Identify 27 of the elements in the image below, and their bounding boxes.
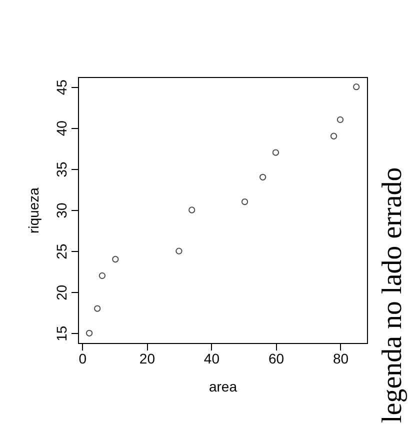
point [176, 248, 182, 254]
y-tick-label: 45 [54, 79, 70, 96]
y-tick-label: 30 [54, 202, 70, 218]
x-tick-label: 20 [139, 350, 156, 366]
text: legenda no lado errado [377, 167, 408, 424]
y-tick-label: 15 [54, 326, 70, 342]
y-tick-label: 20 [54, 284, 70, 300]
point [336, 116, 344, 124]
point [112, 256, 119, 263]
x-axis-title: area [208, 378, 238, 394]
point [353, 84, 360, 90]
x-tick-label: 80 [332, 350, 349, 366]
point [241, 198, 248, 206]
y-tick-label: 25 [54, 244, 70, 260]
y-axis-title: riqueza [26, 187, 42, 234]
y-tick-label: 40 [54, 120, 70, 136]
point [330, 132, 338, 140]
x-tick-label: 0 [78, 350, 87, 366]
x-tick-label: 60 [268, 350, 284, 366]
point [98, 272, 106, 279]
point [259, 174, 266, 180]
point [86, 330, 93, 336]
point [188, 206, 196, 214]
point [94, 305, 101, 312]
point [272, 149, 280, 156]
x-tick-label: 40 [204, 350, 220, 366]
y-tick-label: 35 [54, 161, 70, 178]
